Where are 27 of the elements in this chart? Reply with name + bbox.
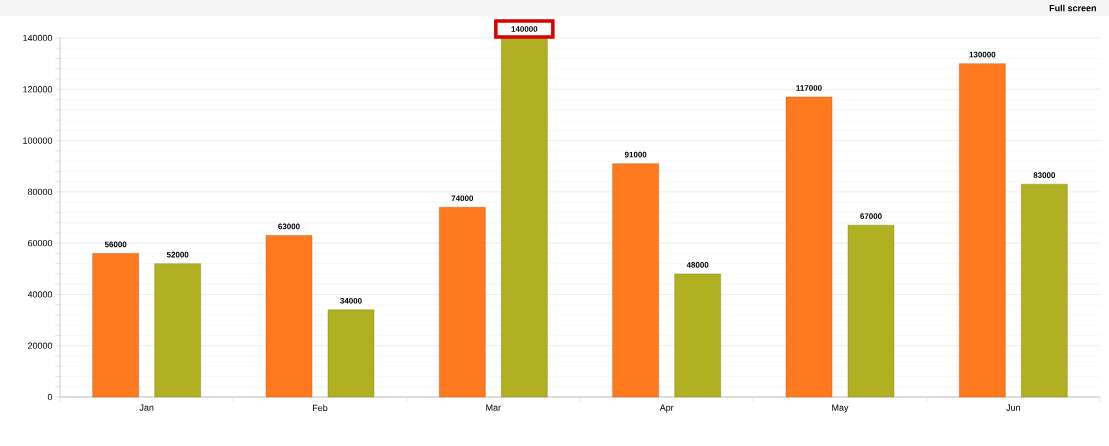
bar: [785, 96, 833, 398]
x-tick-label: May: [832, 404, 849, 413]
x-tick-label: Jan: [139, 404, 154, 411]
bar: [327, 309, 375, 398]
x-tick-label: Mar: [486, 404, 501, 411]
bar: [847, 224, 895, 398]
y-tick-label: 20000: [28, 342, 53, 349]
x-tick-label: Feb: [313, 404, 328, 412]
y-tick-label: 60000: [28, 239, 53, 247]
bar: [1021, 183, 1068, 398]
bar: [959, 63, 1006, 398]
bar: [265, 235, 313, 398]
y-tick-label: 0: [47, 393, 53, 401]
bar: [154, 263, 201, 398]
bar: [501, 37, 548, 398]
bar: [439, 207, 486, 398]
text: Full screen: [1049, 4, 1096, 12]
y-tick-label: 100000: [23, 137, 53, 144]
y-tick-label: 80000: [27, 188, 53, 196]
x-tick-label: Apr: [659, 404, 674, 413]
x-tick-label: Jun: [1006, 404, 1020, 411]
bar: [674, 273, 721, 398]
bar: [92, 253, 139, 398]
bar: [612, 163, 659, 398]
y-tick-label: 40000: [27, 291, 53, 298]
y-tick-label: 120000: [23, 86, 53, 93]
y-tick-label: 140000: [23, 34, 53, 42]
